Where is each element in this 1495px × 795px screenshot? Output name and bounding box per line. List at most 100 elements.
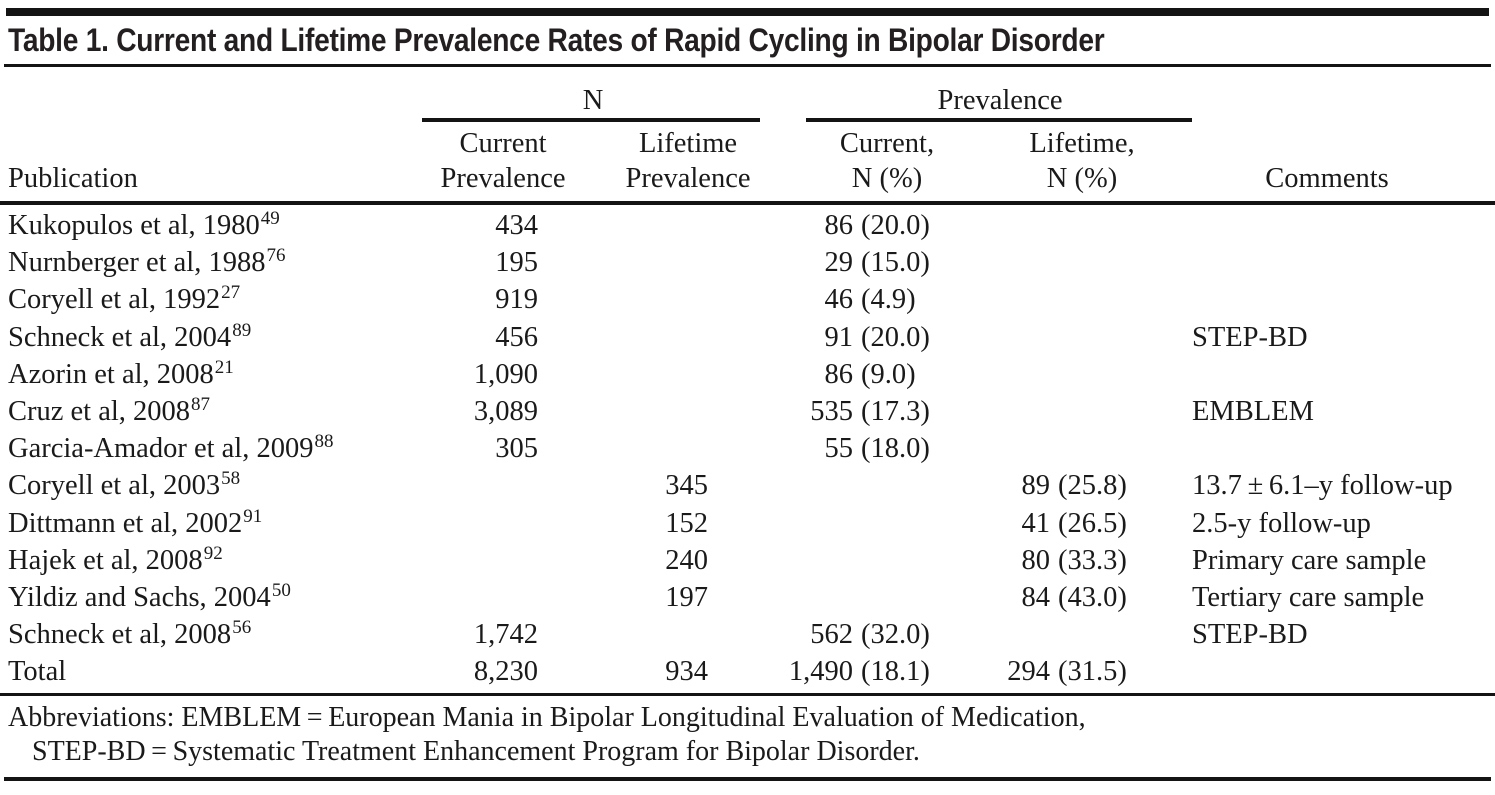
reference-superscript: 92 xyxy=(203,542,223,564)
publication-cell: Total xyxy=(8,656,67,688)
colgroup-prevalence-spanner-rule xyxy=(806,118,1192,122)
table-title: Table 1. Current and Lifetime Prevalence… xyxy=(8,22,1105,58)
comments-cell: STEP-BD xyxy=(1192,321,1308,353)
current-npct-number: 1,490 xyxy=(788,656,853,688)
lifetime-npct-percent: (25.8) xyxy=(1058,470,1127,502)
current-npct-percent: (9.0) xyxy=(861,358,916,390)
table-row: Schneck et al, 200856 1,742 562 (32.0) STEP-… xyxy=(0,616,1495,653)
lifetime-npct-number: 41 xyxy=(1021,507,1051,539)
current-prevalence-n-cell: 919 xyxy=(495,284,538,316)
comments-cell: 13.7 ± 6.1–y follow-up xyxy=(1192,470,1453,502)
lifetime-npct-number: 84 xyxy=(1021,582,1051,613)
table-rows: Kukopulos et al, 198049 434 86 (20.0) Nurnbe… xyxy=(0,207,1495,691)
current-prevalence-n-cell: 1,090 xyxy=(473,358,538,390)
current-npct-percent: (20.0) xyxy=(861,321,930,353)
current-npct-number: 535 xyxy=(810,396,853,427)
reference-superscript: 89 xyxy=(232,319,252,341)
footnote-line-2: STEP-BD = Systematic Treatment Enhanceme… xyxy=(32,736,920,767)
current-npct-percent: (4.9) xyxy=(861,284,916,316)
table-row: Nurnberger et al, 198876 195 29 (15.0) xyxy=(0,244,1495,281)
publication-cell: Garcia-Amador et al, 200988 xyxy=(8,431,334,465)
current-npct-number: 86 xyxy=(824,358,854,390)
header-current-npct-line2: N (%) xyxy=(851,163,923,194)
header-current-npct-line1: Current, xyxy=(839,128,935,159)
colgroup-prevalence-label: Prevalence xyxy=(937,85,1063,116)
publication-cell: Hajek et al, 200892 xyxy=(8,542,223,576)
colgroup-n-label: N xyxy=(582,85,604,116)
publication-cell: Dittmann et al, 200291 xyxy=(8,505,263,539)
lifetime-npct-percent: (33.3) xyxy=(1058,544,1127,576)
header-current-prevalence-line2: Prevalence xyxy=(440,163,566,194)
publication-cell: Schneck et al, 200856 xyxy=(8,617,252,651)
publication-cell: Kukopulos et al, 198049 xyxy=(8,208,280,241)
current-prevalence-n-cell: 8,230 xyxy=(473,656,538,688)
current-npct-percent: (15.0) xyxy=(861,247,930,279)
reference-superscript: 58 xyxy=(221,468,241,490)
comments-cell: Primary care sample xyxy=(1192,544,1427,576)
lifetime-npct-number: 89 xyxy=(1021,470,1051,502)
reference-superscript: 50 xyxy=(271,580,291,601)
current-prevalence-n-cell: 434 xyxy=(495,210,538,241)
publication-cell: Cruz et al, 200887 xyxy=(8,394,211,427)
reference-superscript: 56 xyxy=(232,617,252,639)
publication-cell: Nurnberger et al, 198876 xyxy=(8,245,286,279)
comments-cell: EMBLEM xyxy=(1192,396,1314,427)
lifetime-prevalence-n-cell: 152 xyxy=(665,507,708,539)
header-bottom-rule xyxy=(0,201,1495,205)
header-publication: Publication xyxy=(8,163,138,194)
publication-cell: Schneck et al, 200489 xyxy=(8,319,252,353)
current-npct-number: 29 xyxy=(824,247,854,279)
table-row: Dittmann et al, 200291 152 41 (26.5) 2.5-y f… xyxy=(0,505,1495,542)
table-row: Hajek et al, 200892 240 80 (33.3) Primary ca… xyxy=(0,542,1495,579)
reference-superscript: 87 xyxy=(191,394,211,415)
lifetime-prevalence-n-cell: 197 xyxy=(665,582,708,613)
table-row: Yildiz and Sachs, 200450 197 84 (43.0) Terti… xyxy=(0,579,1495,616)
current-npct-number: 46 xyxy=(824,284,854,316)
body-bottom-rule xyxy=(0,693,1495,696)
current-prevalence-n-cell: 1,742 xyxy=(473,619,538,651)
current-prevalence-n-cell: 3,089 xyxy=(473,396,538,427)
title-underline-rule xyxy=(4,64,1491,67)
header-lifetime-npct-line2: N (%) xyxy=(1046,163,1118,194)
table-row: Coryell et al, 199227 919 46 (4.9) xyxy=(0,281,1495,318)
publication-cell: Coryell et al, 200358 xyxy=(8,468,241,502)
table-row: Garcia-Amador et al, 200988 305 55 (18.0) xyxy=(0,430,1495,467)
bottom-heavy-rule xyxy=(4,777,1491,781)
current-npct-percent: (17.3) xyxy=(861,396,930,427)
table-row: Kukopulos et al, 198049 434 86 (20.0) xyxy=(0,207,1495,244)
comments-cell: 2.5-y follow-up xyxy=(1192,507,1371,539)
lifetime-npct-percent: (31.5) xyxy=(1058,656,1127,688)
current-npct-number: 562 xyxy=(810,619,853,651)
table-row: Schneck et al, 200489 456 91 (20.0) STEP-BD xyxy=(0,319,1495,356)
current-npct-number: 91 xyxy=(824,321,854,353)
reference-superscript: 91 xyxy=(243,505,263,527)
lifetime-prevalence-n-cell: 345 xyxy=(665,470,708,502)
reference-superscript: 88 xyxy=(314,431,334,453)
header-lifetime-npct-line1: Lifetime, xyxy=(1029,128,1135,159)
table-row: Total 8,230 934 1,490 (18.1) 294 (31.5) xyxy=(0,653,1495,690)
lifetime-npct-number: 294 xyxy=(1007,656,1050,688)
colgroup-n-spanner-rule xyxy=(422,118,760,122)
reference-superscript: 49 xyxy=(260,208,280,229)
current-npct-percent: (18.1) xyxy=(861,656,930,688)
lifetime-npct-percent: (43.0) xyxy=(1058,582,1127,613)
comments-cell: STEP-BD xyxy=(1192,619,1308,651)
table-row: Cruz et al, 200887 3,089 535 (17.3) EMBLEM xyxy=(0,393,1495,430)
current-prevalence-n-cell: 305 xyxy=(495,433,538,465)
lifetime-prevalence-n-cell: 240 xyxy=(665,544,708,576)
header-lifetime-prevalence-line1: Lifetime xyxy=(638,128,738,159)
lifetime-npct-percent: (26.5) xyxy=(1058,507,1127,539)
table-row: Coryell et al, 200358 345 89 (25.8) 13.7 ± 6… xyxy=(0,467,1495,504)
reference-superscript: 21 xyxy=(214,356,234,378)
current-prevalence-n-cell: 195 xyxy=(495,247,538,279)
current-npct-percent: (32.0) xyxy=(861,619,930,651)
publication-cell: Azorin et al, 200821 xyxy=(8,356,234,390)
header-current-prevalence-line1: Current xyxy=(459,128,547,159)
current-npct-percent: (20.0) xyxy=(861,210,930,241)
footnote-line-1: Abbreviations: EMBLEM = European Mania i… xyxy=(8,702,1086,733)
comments-cell: Tertiary care sample xyxy=(1192,582,1425,613)
header-comments: Comments xyxy=(1265,163,1389,194)
lifetime-prevalence-n-cell: 934 xyxy=(665,656,708,688)
current-prevalence-n-cell: 456 xyxy=(495,321,538,353)
